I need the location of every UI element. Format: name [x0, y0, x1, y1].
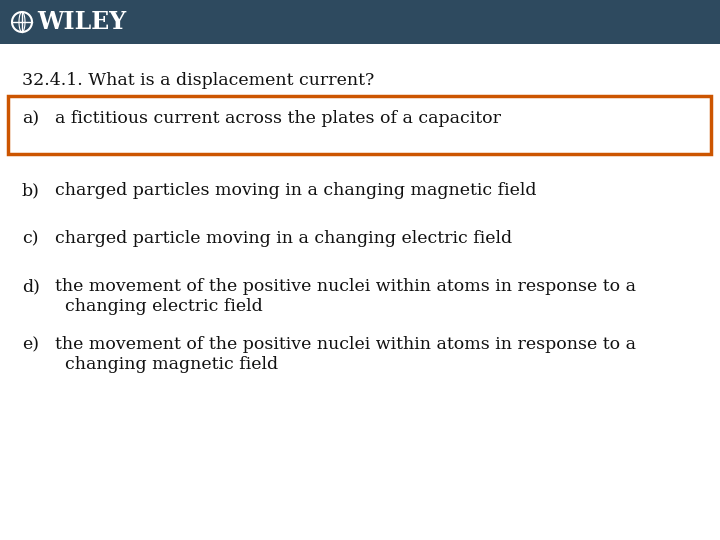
Text: changing electric field: changing electric field — [65, 298, 263, 315]
FancyBboxPatch shape — [8, 96, 711, 154]
Text: e): e) — [22, 336, 39, 353]
Text: WILEY: WILEY — [37, 10, 126, 34]
Text: b): b) — [22, 182, 40, 199]
Text: charged particle moving in a changing electric field: charged particle moving in a changing el… — [55, 230, 512, 247]
Text: charged particles moving in a changing magnetic field: charged particles moving in a changing m… — [55, 182, 536, 199]
Text: 32.4.1. What is a displacement current?: 32.4.1. What is a displacement current? — [22, 72, 374, 89]
Text: the movement of the positive nuclei within atoms in response to a: the movement of the positive nuclei with… — [55, 336, 636, 353]
Text: a fictitious current across the plates of a capacitor: a fictitious current across the plates o… — [55, 110, 501, 127]
Text: a): a) — [22, 110, 39, 127]
Text: the movement of the positive nuclei within atoms in response to a: the movement of the positive nuclei with… — [55, 278, 636, 295]
Text: changing magnetic field: changing magnetic field — [65, 356, 278, 373]
Text: c): c) — [22, 230, 38, 247]
Text: d): d) — [22, 278, 40, 295]
FancyBboxPatch shape — [0, 0, 720, 44]
